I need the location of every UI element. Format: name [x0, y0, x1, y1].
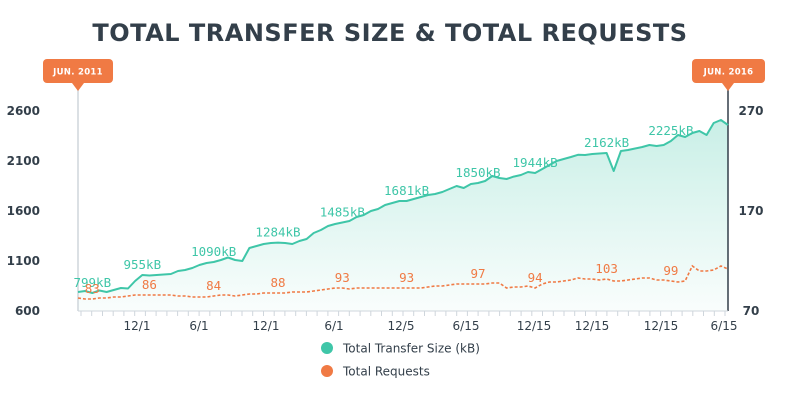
y-right-tick-label: 170	[738, 204, 763, 218]
size-data-label: 1090kB	[191, 244, 236, 259]
y-right-tick-label: 70	[743, 304, 760, 318]
requests-data-label: 97	[470, 266, 485, 281]
legend-swatch-size	[321, 342, 333, 354]
chart-title: TOTAL TRANSFER SIZE & TOTAL REQUESTS	[92, 19, 687, 47]
y-left-tick-label: 600	[15, 304, 40, 318]
requests-series-line	[77, 264, 729, 300]
axes	[77, 88, 729, 316]
size-data-label: 1850kB	[455, 165, 500, 180]
requests-data-label: 93	[399, 270, 414, 285]
x-tick-label: 12/5	[388, 319, 415, 333]
x-tick-label: 12/15	[517, 319, 552, 333]
requests-data-label: 93	[335, 270, 350, 285]
x-tick-label: 12/15	[644, 319, 679, 333]
size-data-label: 1485kB	[320, 205, 365, 220]
legend-label-requests: Total Requests	[342, 365, 430, 379]
y-left-tick-label: 1100	[7, 254, 40, 268]
x-tick-label: 12/1	[253, 319, 280, 333]
y-left-tick-label: 2600	[7, 104, 40, 118]
plot-area	[78, 120, 728, 311]
legend-item-size: Total Transfer Size (kB)	[321, 342, 480, 356]
requests-data-label: 99	[663, 263, 678, 278]
start-flag-pointer	[72, 83, 84, 91]
start-flag: JUN. 2011	[43, 59, 113, 91]
requests-data-label: 103	[595, 261, 618, 276]
x-tick-label: 12/1	[124, 319, 151, 333]
x-tick-label: 12/15	[575, 319, 610, 333]
size-series-line	[77, 119, 729, 294]
x-tick-label: 6/15	[453, 319, 480, 333]
legend-item-requests: Total Requests	[321, 365, 430, 379]
size-area-fill	[78, 120, 728, 311]
requests-data-label: 83	[85, 281, 100, 296]
start-flag-box	[43, 59, 113, 83]
end-flag-label: JUN. 2016	[703, 68, 754, 78]
point-labels: 799kB 955kB 1090kB 1284kB 1485kB 1681kB 1850kB…	[73, 123, 693, 296]
end-flag: JUN. 2016	[692, 59, 765, 91]
start-flag-label: JUN. 2011	[52, 68, 103, 78]
end-flag-pointer	[722, 83, 734, 91]
x-tick-label: 6/1	[189, 319, 208, 333]
size-data-label: 1944kB	[513, 155, 558, 170]
x-tick-label: 6/1	[324, 319, 343, 333]
y-left-tick-label: 1600	[7, 204, 40, 218]
legend: Total Transfer Size (kB) Total Requests	[321, 342, 480, 379]
size-data-label: 2162kB	[584, 135, 629, 150]
size-data-label: 799kB	[73, 275, 111, 290]
y-right-tick-label: 270	[738, 104, 763, 118]
requests-data-label: 84	[206, 278, 221, 293]
end-flag-box	[692, 59, 765, 83]
legend-label-size: Total Transfer Size (kB)	[342, 342, 480, 356]
requests-data-label: 94	[528, 270, 543, 285]
size-data-label: 955kB	[123, 257, 161, 272]
size-data-label: 1681kB	[384, 183, 429, 198]
ticks: 12/1 6/1 12/1 6/1 12/5 6/15 12/15 12/15 12/15 6/1…	[7, 104, 764, 333]
size-data-label: 2225kB	[648, 123, 693, 138]
y-left-tick-label: 2100	[7, 154, 40, 168]
x-tick-label: 6/15	[711, 319, 738, 333]
series	[77, 119, 729, 300]
requests-data-label: 86	[142, 277, 157, 292]
size-data-label: 1284kB	[255, 225, 300, 240]
requests-data-label: 88	[270, 275, 285, 290]
legend-swatch-requests	[321, 365, 333, 377]
